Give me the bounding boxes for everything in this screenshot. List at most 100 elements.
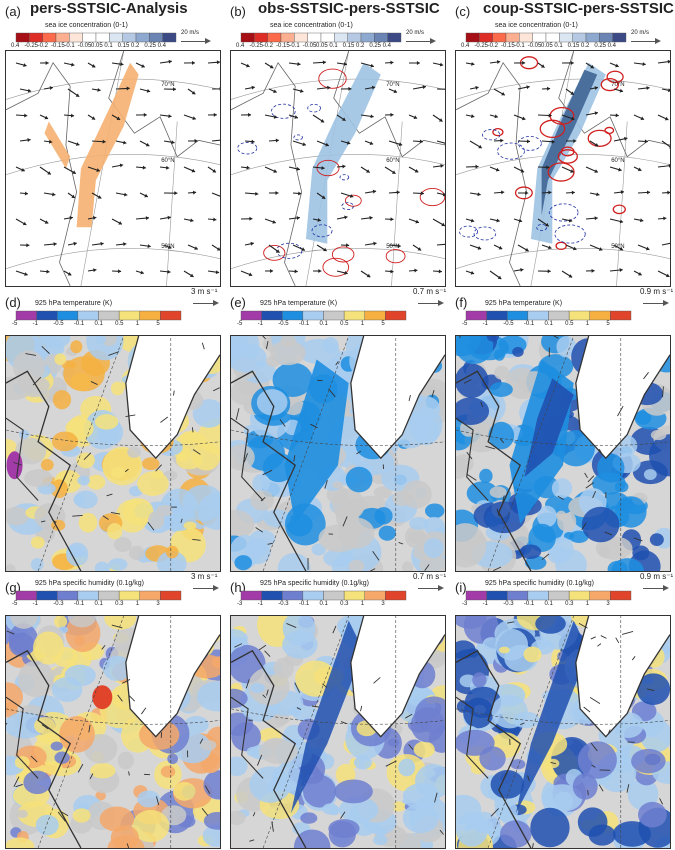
colorbar-swatch [57,590,79,601]
wind-arrow [90,381,98,385]
colorbar-tick: -0.1 [514,43,525,49]
anomaly-cell [353,755,372,770]
colorbar-tick: -0.15 [51,43,65,49]
colorbar-swatch [527,590,549,601]
map-canvas [456,336,670,571]
wind-arrow [39,114,49,120]
wind-arrow [264,114,278,119]
wind-arrow [372,550,380,561]
wind-arrow [466,473,477,481]
wind-arrow [268,138,279,143]
anomaly-cell [272,362,313,397]
anomaly-cell [512,711,540,729]
colorbar [465,310,632,321]
colorbar-swatch [82,32,97,43]
colorbar-tick: -1 [482,321,488,327]
wind-arrow [39,60,49,65]
wind-arrow [657,270,670,278]
colorbar-wrap [465,590,632,601]
wind-arrow [39,166,52,175]
anomaly-cell [524,555,547,570]
wind-arrow [265,341,269,349]
colorbar [240,590,407,601]
anomaly-cell [456,523,487,568]
wind-arrow [637,190,651,195]
anomaly-cell [456,616,487,629]
colorbar-tick: 0.5 [565,321,574,327]
anomaly-cell [414,696,445,733]
colorbar-swatch [572,32,587,43]
colorbar-swatch [486,590,508,601]
anomaly-cell [76,452,95,469]
wind-arrow [264,218,277,224]
wind-arrow [67,140,80,146]
wind-arrow [288,166,300,171]
wind-arrow [412,139,424,144]
wind-arrow [240,216,253,221]
colorbar-tick: -5 [462,321,468,327]
map-canvas [231,336,445,571]
wind-arrow [408,61,420,66]
colorbar-tick: -0.1 [298,321,310,327]
anomaly-cell [479,468,493,484]
wind-arrow [587,475,595,483]
wind-arrow [264,166,278,173]
wind-arrow [234,643,243,648]
anomaly-cell [479,746,506,771]
anomaly-cell [409,516,429,530]
colorbar-tick: -0.3 [503,601,514,607]
wind-arrow [489,270,502,280]
map-canvas [456,51,670,286]
colorbar-swatch [254,32,268,43]
anomaly-cell [74,490,98,509]
wind-arrow [412,85,426,90]
wind-arrow [41,724,49,730]
colorbar-swatch [320,32,335,43]
colorbar-swatch [507,310,529,321]
anomaly-cell [413,741,435,758]
wind-arrow [493,566,502,571]
wind-arrow [156,796,160,806]
anomaly-cell [557,430,595,467]
wind-arrow [561,218,573,223]
wind-arrow [67,192,76,199]
wind-arrow [335,361,339,366]
anomaly-cell [110,381,125,396]
colorbar-title: 925 hPa specific humidity (0.1g/kg) [35,580,144,587]
map-area [5,50,221,287]
panel-label: (c) [455,4,471,19]
wind-arrow [585,111,599,116]
wind-arrow [63,215,73,220]
anomaly-cell [581,506,620,543]
anomaly-cell [70,340,83,354]
wind-arrow [613,136,628,142]
wind-arrow [87,268,97,273]
wind-arrow [316,140,330,147]
wind-arrow [336,62,348,66]
wind-arrow [517,191,529,196]
colorbar-tick: 0.05 [316,43,328,49]
colorbar-tick: -0.05 [302,43,317,49]
colorbar-tick: -1 [32,601,38,607]
wind-arrow [617,405,624,417]
colorbar-tick: -5 [12,601,18,607]
wind-arrow [561,60,574,65]
colorbar-swatch [364,590,386,601]
wind-arrow [312,218,321,222]
wind-arrow [57,811,66,822]
anomaly-cell [348,559,365,571]
wind-arrow [432,62,444,67]
colorbar-tick: -0.15 [276,43,290,49]
colorbar-swatch [280,32,295,43]
colorbar-tick: 0.15 [567,43,580,49]
wind-arrow [537,218,550,227]
wind-arrow [292,244,306,251]
colorbar-swatch [347,32,362,43]
wind-arrow [589,244,603,251]
wind-arrow [408,114,418,120]
wind-arrow [513,267,524,272]
wind-arrow [19,137,31,142]
colorbar-swatch [282,310,304,321]
wind-arrow [183,114,197,121]
wind-arrow [187,244,199,250]
